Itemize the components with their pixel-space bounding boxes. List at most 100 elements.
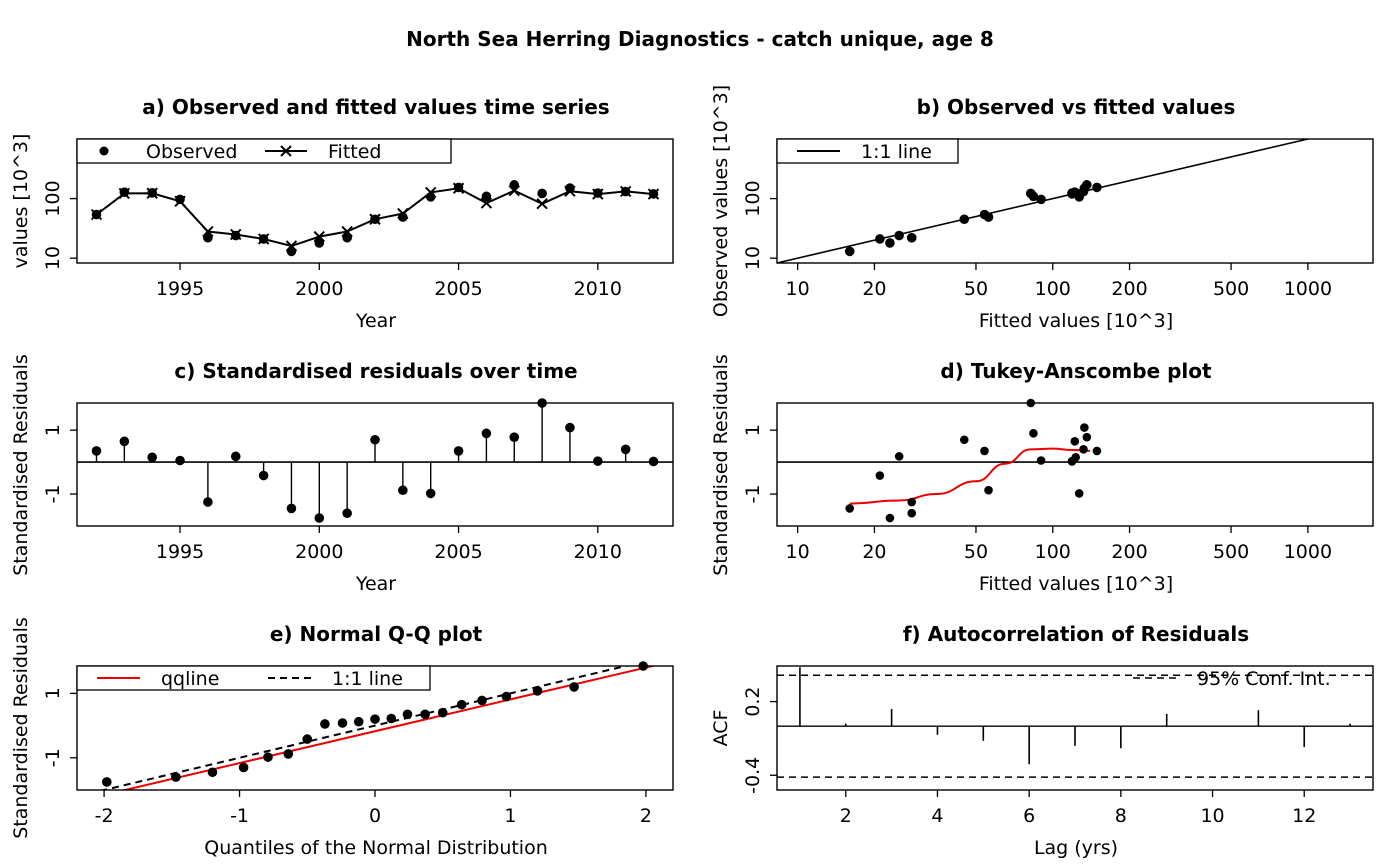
- qq-point: [532, 686, 543, 696]
- residual-point: [980, 446, 989, 456]
- x-tick-label: 100: [1035, 278, 1071, 300]
- x-tick-label: 1000: [1284, 541, 1332, 563]
- panel-f-plot: 2 4 6 8 10 12 -0.4 0.2: [742, 665, 1374, 827]
- qq-point: [263, 752, 273, 762]
- residual-point: [907, 508, 917, 518]
- x-tick-label: 100: [1035, 541, 1071, 563]
- observed-point: [175, 194, 185, 205]
- residual-point: [1070, 437, 1080, 446]
- y-tick-label: 1: [42, 687, 64, 699]
- panel-a: a) Observed and fitted values time serie…: [10, 95, 674, 332]
- panel-a-xlabel: Year: [355, 310, 396, 332]
- legend-fitted-marker: [280, 145, 292, 157]
- legend-fitted-label: Fitted: [328, 141, 381, 163]
- panel-e-xlabel: Quantiles of the Normal Distribution: [204, 837, 548, 859]
- x-tick-label: 10: [786, 541, 810, 563]
- qq-point: [437, 707, 448, 718]
- panel-e-title: e) Normal Q-Q plot: [270, 622, 483, 646]
- residual-point: [509, 432, 520, 442]
- residual-point: [620, 444, 631, 455]
- fitted-point: [536, 198, 548, 210]
- legend-conf-label: 95% Conf. Int.: [1197, 668, 1331, 690]
- residual-point: [845, 504, 855, 513]
- y-tick-label: 10: [742, 246, 764, 270]
- observed-point: [258, 234, 269, 244]
- legend-qqline-label: qqline: [161, 668, 219, 690]
- residual-point: [1026, 398, 1036, 408]
- smoother-line: [849, 447, 1091, 505]
- qq-point: [207, 767, 218, 778]
- qq-point: [320, 719, 330, 729]
- panel-e: e) Normal Q-Q plot -2 -1 0 1 2 -1 1 Quantiles …: [10, 617, 674, 859]
- panel-f-frame: [776, 665, 1374, 791]
- qq-point: [238, 762, 249, 773]
- panel-e-plot: -2 -1 0 1 2 -1 1: [42, 661, 674, 827]
- qq-point: [477, 695, 487, 706]
- residual-point: [1074, 489, 1084, 498]
- residual-point: [203, 497, 213, 507]
- scatter-point: [983, 212, 994, 222]
- observed-point: [425, 192, 436, 202]
- observed-point: [119, 187, 130, 198]
- panel-c: c) Standardised residuals over time 1995…: [10, 354, 674, 595]
- panel-b: b) Observed vs fitted values 10 20 50 100 20…: [710, 85, 1374, 332]
- legend-identity-label: 1:1 line: [861, 141, 932, 163]
- residual-point: [1079, 445, 1088, 454]
- y-tick-label: 0.2: [742, 686, 764, 716]
- residual-point: [258, 470, 269, 481]
- panel-a-legend-box: [76, 138, 452, 164]
- x-tick-label: 2010: [574, 278, 622, 300]
- observed-point: [565, 183, 575, 193]
- residual-point: [314, 513, 325, 523]
- legend-identity-dashed-label: 1:1 line: [332, 668, 403, 690]
- x-tick-label: 2: [840, 805, 852, 827]
- legend-observed-marker: [99, 146, 109, 156]
- x-tick-label: 10: [1200, 805, 1224, 827]
- x-tick-label: 500: [1213, 278, 1249, 300]
- panel-b-frame: [776, 138, 1374, 264]
- panel-f-xlabel: Lag (yrs): [1034, 837, 1118, 859]
- panel-a-plot: 1995 2000 2005 2010 10 100: [42, 138, 674, 300]
- x-tick-label: 2005: [434, 541, 482, 563]
- observed-point: [342, 232, 352, 243]
- residual-point: [230, 451, 241, 462]
- y-tick-label: -1: [42, 748, 64, 767]
- residual-point: [894, 452, 904, 461]
- residual-point: [1029, 429, 1038, 438]
- y-tick-label: 100: [42, 180, 64, 216]
- panel-e-ylabel: Standardised Residuals: [10, 617, 32, 839]
- x-tick-label: 50: [964, 278, 988, 300]
- observed-point: [230, 230, 241, 241]
- qq-point: [456, 699, 467, 710]
- x-tick-label: 200: [1111, 278, 1147, 300]
- residual-point: [398, 485, 408, 496]
- x-tick-label: 0: [369, 805, 381, 827]
- y-tick-label: -0.4: [742, 757, 764, 794]
- scatter-point: [844, 246, 855, 257]
- qq-point: [302, 734, 313, 744]
- scatter-point: [1092, 182, 1102, 193]
- observed-point: [481, 191, 492, 202]
- residual-point: [119, 436, 130, 447]
- x-tick-label: 6: [1023, 805, 1035, 827]
- x-tick-label: 20: [862, 541, 886, 563]
- residual-point: [907, 497, 917, 507]
- panel-c-xlabel: Year: [355, 573, 396, 595]
- residual-point: [1082, 432, 1092, 442]
- scatter-point: [875, 234, 885, 244]
- qq-point: [102, 777, 112, 787]
- observed-point: [537, 188, 547, 199]
- residual-point: [984, 485, 993, 495]
- qq-point: [337, 718, 348, 728]
- x-tick-label: 500: [1213, 541, 1249, 563]
- x-tick-label: 1: [504, 805, 516, 827]
- qq-point: [386, 713, 397, 724]
- residual-point: [1036, 456, 1046, 465]
- panel-b-title: b) Observed vs fitted values: [917, 95, 1236, 119]
- x-tick-label: -2: [95, 805, 114, 827]
- scatter-point: [894, 230, 904, 241]
- panel-b-legend: 1:1 line: [776, 138, 959, 164]
- residual-point: [875, 471, 885, 480]
- qq-point: [420, 709, 430, 720]
